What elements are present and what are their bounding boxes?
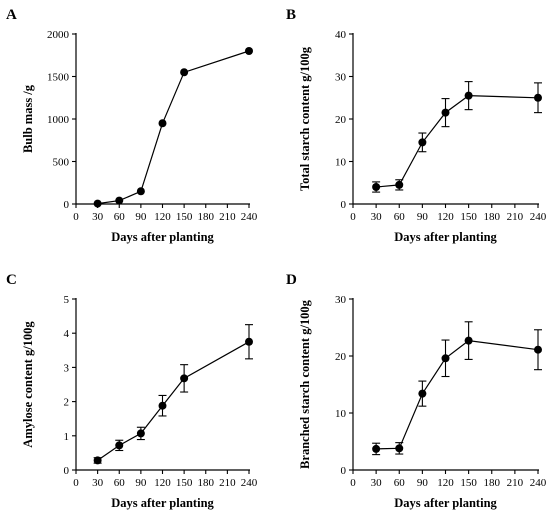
panel-b-y-tick-label-4: 40: [335, 29, 347, 41]
panel-a-x-tick-label-5: 150: [176, 211, 193, 223]
panel-c-x-axis-title: Days after planting: [111, 496, 214, 510]
panel-d-y-tick-label-2: 20: [335, 351, 347, 363]
panel-d-data-point-4: [464, 336, 473, 345]
panel-c-y-tick-label-0: 0: [64, 465, 70, 477]
panel-d-x-tick-label-1: 30: [371, 477, 383, 489]
panel-d-data-point-2: [418, 389, 427, 398]
panel-a-data-point-4: [180, 68, 189, 77]
panel-b-series-line: [376, 94, 539, 188]
panel-c-y-axis-title: Amylose content g/100g: [21, 321, 35, 448]
panel-a-y-tick-label-1: 500: [53, 157, 70, 169]
panel-d-y-tick-label-3: 30: [335, 294, 347, 306]
panel-c-y-tick-label-5: 5: [64, 294, 70, 306]
panel-b-x-tick-label-0: 0: [350, 211, 356, 223]
panel-c-series-line: [97, 341, 250, 461]
panel-a-x-tick-label-7: 210: [219, 211, 236, 223]
panel-a-x-axis-title: Days after planting: [111, 230, 214, 244]
panel-d-x-axis-title: Days after planting: [394, 496, 497, 510]
panel-c-x-tick-label-3: 90: [135, 477, 147, 489]
panel-d-y-tick-label-0: 0: [341, 465, 347, 477]
panel-b-y-tick-label-0: 0: [341, 199, 347, 211]
panel-b-y-tick-label-3: 30: [335, 72, 347, 84]
panel-c-y-tick-label-3: 3: [64, 362, 70, 374]
panel-d-x-tick-label-2: 60: [394, 477, 406, 489]
panel-a-series-line: [97, 50, 250, 205]
panel-b-data-point-4: [464, 91, 473, 100]
panel-b-x-tick-label-8: 240: [530, 211, 547, 223]
panel-c-data-point-1: [115, 441, 124, 450]
panel-d-x-tick-label-4: 120: [437, 477, 454, 489]
panel-d-data-point-1: [395, 444, 404, 453]
panel-b-x-tick-label-7: 210: [507, 211, 524, 223]
panel-d-x-tick-label-6: 180: [484, 477, 501, 489]
panel-a-data-point-5: [245, 47, 253, 55]
panel-b-x-tick-label-1: 30: [371, 211, 383, 223]
panel-c-data-point-0: [93, 456, 102, 465]
panel-c-y-tick-label-2: 2: [64, 397, 70, 409]
panel-a-x-tick-label-1: 30: [92, 211, 104, 223]
panel-c-data-point-3: [158, 401, 167, 410]
panel-a-x-tick-label-8: 240: [241, 211, 258, 223]
panel-a-data-point-1: [115, 196, 124, 205]
panel-a-x-tick-label-6: 180: [198, 211, 215, 223]
panel-b-data-point-0: [372, 183, 381, 191]
panel-d-y-tick-label-1: 10: [335, 408, 347, 420]
panel-b-x-tick-label-5: 150: [460, 211, 477, 223]
panel-b-x-tick-label-2: 60: [394, 211, 406, 223]
panel-a-x-tick-label-0: 0: [73, 211, 79, 223]
panel-d-x-tick-label-5: 150: [460, 477, 477, 489]
panel-b-x-tick-label-4: 120: [437, 211, 454, 223]
panel-d-x-tick-label-8: 240: [530, 477, 547, 489]
panel-c-x-tick-label-2: 60: [114, 477, 126, 489]
panel-d-data-point-0: [372, 444, 381, 453]
panel-c-x-tick-label-6: 180: [198, 477, 215, 489]
panel-a-x-tick-label-4: 120: [154, 211, 171, 223]
panel-a-y-tick-label-4: 2000: [47, 29, 70, 41]
panel-d-data-point-5: [534, 345, 542, 354]
panel-b-y-tick-label-1: 10: [335, 157, 347, 169]
panel-c-data-point-4: [180, 374, 189, 383]
panel-a-y-tick-label-3: 1500: [47, 72, 70, 84]
panel-d-y-axis-title: Branched starch content g/100g: [298, 299, 312, 469]
panel-b-x-axis-title: Days after planting: [394, 230, 497, 244]
panel-c-x-tick-label-1: 30: [92, 477, 104, 489]
panel-c-data-point-2: [136, 429, 145, 438]
panel-c-x-tick-label-5: 150: [176, 477, 193, 489]
panel-a-y-tick-label-0: 0: [64, 199, 70, 211]
panel-d-x-tick-label-3: 90: [417, 477, 429, 489]
panel-b-y-axis-title: Total starch content g/100g: [298, 46, 312, 191]
panel-c-x-tick-label-8: 240: [241, 477, 258, 489]
panel-b-data-point-2: [418, 138, 427, 147]
panel-a-x-tick-label-2: 60: [114, 211, 126, 223]
panel-c-y-tick-label-4: 4: [64, 328, 70, 340]
panel-b-y-tick-label-2: 20: [335, 114, 347, 126]
panel-a-x-tick-label-3: 90: [135, 211, 147, 223]
panel-d-x-tick-label-0: 0: [350, 477, 356, 489]
panel-a-data-point-0: [93, 199, 102, 208]
panel-a-y-tick-label-2: 1000: [47, 114, 70, 126]
panel-d-series-line: [376, 339, 539, 450]
panel-d-letter: D: [286, 272, 297, 288]
panel-c-x-tick-label-0: 0: [73, 477, 79, 489]
panel-a-letter: A: [6, 7, 17, 23]
panel-c-data-point-5: [245, 337, 253, 346]
panel-a-data-point-3: [158, 119, 167, 128]
panel-b-x-tick-label-3: 90: [417, 211, 429, 223]
panel-a-y-axis-title: Bulb mass /g: [21, 84, 35, 153]
panel-c-x-tick-label-7: 210: [219, 477, 236, 489]
panel-d-data-point-3: [441, 354, 450, 363]
panel-d-x-tick-label-7: 210: [507, 477, 524, 489]
panel-b-data-point-5: [534, 93, 542, 102]
panel-c-y-tick-label-1: 1: [64, 431, 70, 443]
panel-b-letter: B: [286, 7, 296, 23]
panel-b-data-point-3: [441, 108, 450, 117]
panel-c-letter: C: [6, 272, 17, 288]
panel-b-data-point-1: [395, 180, 404, 189]
panel-b-x-tick-label-6: 180: [484, 211, 501, 223]
panel-a-data-point-2: [136, 187, 145, 196]
panel-c-x-tick-label-4: 120: [154, 477, 171, 489]
